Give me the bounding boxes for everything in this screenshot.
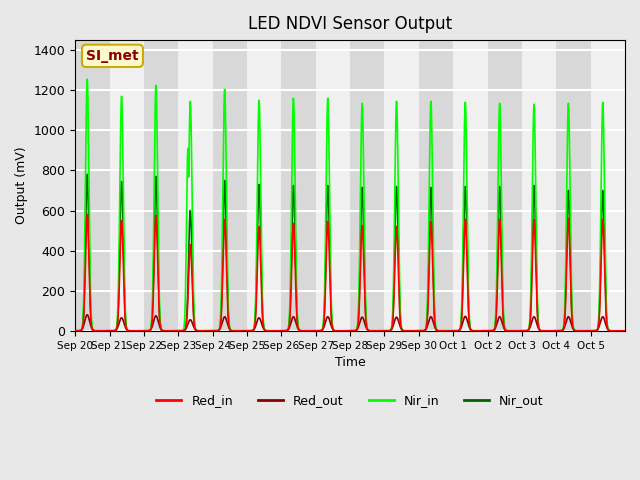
- Bar: [282, 40, 316, 331]
- Bar: [419, 40, 453, 331]
- Legend: Red_in, Red_out, Nir_in, Nir_out: Red_in, Red_out, Nir_in, Nir_out: [151, 389, 549, 412]
- Bar: [144, 40, 179, 331]
- Y-axis label: Output (mV): Output (mV): [15, 147, 28, 224]
- Text: SI_met: SI_met: [86, 49, 139, 63]
- Bar: [488, 40, 522, 331]
- Title: LED NDVI Sensor Output: LED NDVI Sensor Output: [248, 15, 452, 33]
- Bar: [212, 40, 247, 331]
- Bar: [556, 40, 591, 331]
- X-axis label: Time: Time: [335, 356, 365, 369]
- Bar: [350, 40, 385, 331]
- Bar: [75, 40, 109, 331]
